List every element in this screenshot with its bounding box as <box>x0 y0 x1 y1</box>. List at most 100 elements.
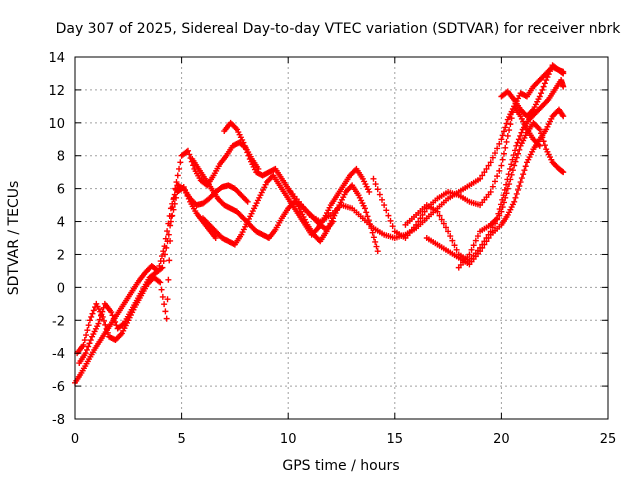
data-point-plus <box>445 228 452 235</box>
y-tick-label: 6 <box>57 183 65 198</box>
data-point-plus <box>370 175 377 182</box>
data-point-plus <box>499 156 506 163</box>
data-point-plus <box>240 139 247 146</box>
data-point-plus <box>369 229 376 236</box>
data-point-plus <box>171 200 178 207</box>
data-point-plus <box>96 316 103 323</box>
data-point-plus <box>495 210 502 217</box>
data-point-plus <box>373 243 380 250</box>
data-point-plus <box>161 301 168 308</box>
data-point-plus <box>560 83 567 90</box>
y-tick-label: 0 <box>57 281 65 296</box>
data-point-plus <box>560 68 567 75</box>
data-point-plus <box>507 121 514 128</box>
data-point-plus <box>520 171 527 178</box>
data-point-plus <box>184 192 191 199</box>
data-point-plus <box>560 169 567 176</box>
data-point-plus <box>361 205 368 212</box>
data-point-plus <box>515 186 522 193</box>
data-point-plus <box>481 241 488 248</box>
y-tick-label: 4 <box>57 216 65 231</box>
data-point-plus <box>451 242 458 249</box>
data-point-plus <box>84 327 91 334</box>
data-point-plus <box>381 202 388 209</box>
data-point-plus <box>496 167 503 174</box>
data-point-plus <box>82 350 89 357</box>
data-point-plus <box>498 162 505 169</box>
data-point-plus <box>167 218 174 225</box>
data-point-plus <box>514 139 521 146</box>
data-point-plus <box>164 238 171 245</box>
data-point-plus <box>513 190 520 197</box>
data-point-plus <box>522 163 529 170</box>
data-point-plus <box>541 80 548 87</box>
data-point-plus <box>165 276 172 283</box>
data-point-plus <box>468 246 475 253</box>
data-point-plus <box>479 172 486 179</box>
data-point-plus <box>413 221 420 228</box>
data-point-plus <box>500 192 507 199</box>
data-point-plus <box>502 124 509 131</box>
data-point-plus <box>545 71 552 78</box>
data-point-plus <box>489 183 496 190</box>
satellite-track-1 <box>72 182 251 386</box>
data-point-plus <box>481 169 488 176</box>
data-point-plus <box>168 213 175 220</box>
data-point-plus <box>379 196 386 203</box>
data-point-plus <box>370 234 377 241</box>
data-point-plus <box>502 144 509 151</box>
data-point-plus <box>110 315 117 322</box>
data-point-plus <box>102 321 109 328</box>
data-point-plus <box>119 321 126 328</box>
data-point-plus <box>85 322 92 329</box>
data-point-plus <box>165 231 172 238</box>
x-tick-label: 5 <box>177 432 185 447</box>
data-point-plus <box>521 167 528 174</box>
data-point-plus <box>161 251 168 258</box>
data-point-plus <box>90 307 97 314</box>
data-point-plus <box>466 251 473 258</box>
data-point-plus <box>508 161 515 168</box>
data-point-plus <box>494 173 501 180</box>
data-point-plus <box>487 188 494 195</box>
data-point-plus <box>511 162 518 169</box>
y-tick-label: -4 <box>52 347 65 362</box>
y-tick-label: 2 <box>57 248 65 263</box>
data-point-plus <box>99 308 106 315</box>
data-point-plus <box>160 248 167 255</box>
data-point-plus <box>515 150 522 157</box>
data-point-plus <box>496 140 503 147</box>
data-point-plus <box>497 201 504 208</box>
y-tick-label: 8 <box>57 150 65 165</box>
data-point-plus <box>383 207 390 214</box>
y-tick-label: -2 <box>52 314 65 329</box>
data-point-plus <box>182 186 189 193</box>
data-point-plus <box>496 206 503 213</box>
data-point-plus <box>167 222 174 229</box>
data-point-plus <box>104 329 111 336</box>
data-point-plus <box>513 142 520 149</box>
data-point-plus <box>374 248 381 255</box>
y-axis-label: SDTVAR / TECUs <box>6 181 22 296</box>
data-point-plus <box>509 167 516 174</box>
data-point-plus <box>244 198 251 205</box>
x-axis-label: GPS time / hours <box>282 458 399 474</box>
data-point-plus <box>163 244 170 251</box>
data-point-plus <box>483 165 490 172</box>
data-point-plus <box>89 310 96 317</box>
data-point-plus <box>509 156 516 163</box>
y-tick-label: -6 <box>52 380 65 395</box>
data-point-plus <box>539 86 546 93</box>
data-point-plus <box>170 194 177 201</box>
data-point-plus <box>160 258 167 265</box>
data-point-plus <box>501 186 508 193</box>
data-point-plus <box>184 147 191 154</box>
data-layer <box>72 62 567 386</box>
chart-title: Day 307 of 2025, Sidereal Day-to-day VTE… <box>56 21 622 37</box>
data-point-plus <box>83 332 90 339</box>
data-point-plus <box>494 145 501 152</box>
data-point-plus <box>109 312 116 319</box>
x-tick-label: 15 <box>387 432 404 447</box>
data-point-plus <box>162 308 169 315</box>
